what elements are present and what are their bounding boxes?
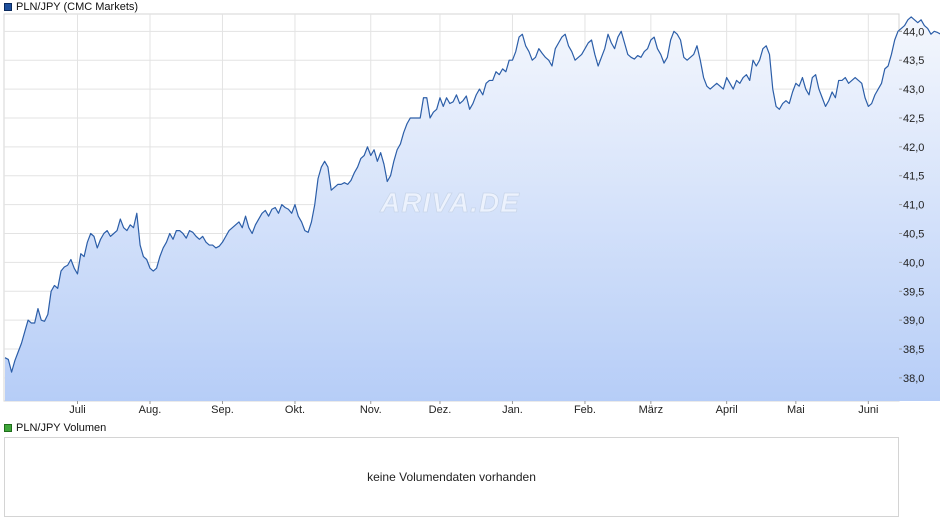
x-tick-label: Dez. (429, 404, 452, 416)
y-tick-label: 43,0 (903, 84, 924, 96)
price-line (4, 16, 940, 373)
x-tick-label: Juli (69, 404, 86, 416)
y-tick-label: 41,5 (903, 171, 924, 183)
volume-legend-label: PLN/JPY Volumen (16, 422, 107, 434)
x-tick-label: Okt. (285, 404, 305, 416)
x-tick-label: Sep. (211, 404, 234, 416)
x-tick-label: Aug. (139, 404, 162, 416)
y-tick-label: 44,0 (903, 26, 924, 38)
y-tick-label: 42,0 (903, 142, 924, 154)
y-tick-label: 40,0 (903, 257, 924, 269)
y-tick-label: 39,0 (903, 315, 924, 327)
x-tick-label: Jan. (502, 404, 523, 416)
x-tick-label: Nov. (360, 404, 382, 416)
price-legend-swatch (4, 3, 12, 11)
y-tick-label: 43,5 (903, 55, 924, 67)
price-chart: ARIVA.DE 38,0 38,5 39,0 39,5 40,0 40,5 41,0 41,… (3, 13, 940, 416)
x-tick-label: April (716, 404, 738, 416)
x-axis: Juli Aug. Sep. Okt. Nov. Dez. Jan. Feb. März Apri… (69, 401, 878, 416)
y-tick-label: 39,5 (903, 286, 924, 298)
y-axis: 38,0 38,5 39,0 39,5 40,0 40,5 41,0 41,5 42,0 42,5… (899, 26, 924, 385)
price-area (5, 16, 940, 401)
x-tick-label: März (639, 404, 663, 416)
y-tick-label: 38,0 (903, 373, 924, 385)
x-tick-label: Feb. (574, 404, 596, 416)
volume-legend-swatch (4, 424, 12, 432)
y-tick-label: 38,5 (903, 344, 924, 356)
price-legend: PLN/JPY (CMC Markets) (4, 0, 138, 14)
x-tick-label: Mai (787, 404, 805, 416)
no-volume-message: keine Volumendaten vorhanden (367, 470, 536, 484)
y-tick-label: 41,0 (903, 200, 924, 212)
volume-legend: PLN/JPY Volumen (4, 421, 106, 435)
x-tick-label: Juni (858, 404, 878, 416)
volume-panel: keine Volumendaten vorhanden (4, 437, 899, 517)
y-tick-label: 40,5 (903, 228, 924, 240)
watermark-logo: ARIVA.DE (379, 187, 520, 218)
price-legend-label: PLN/JPY (CMC Markets) (16, 1, 139, 13)
y-tick-label: 42,5 (903, 113, 924, 125)
